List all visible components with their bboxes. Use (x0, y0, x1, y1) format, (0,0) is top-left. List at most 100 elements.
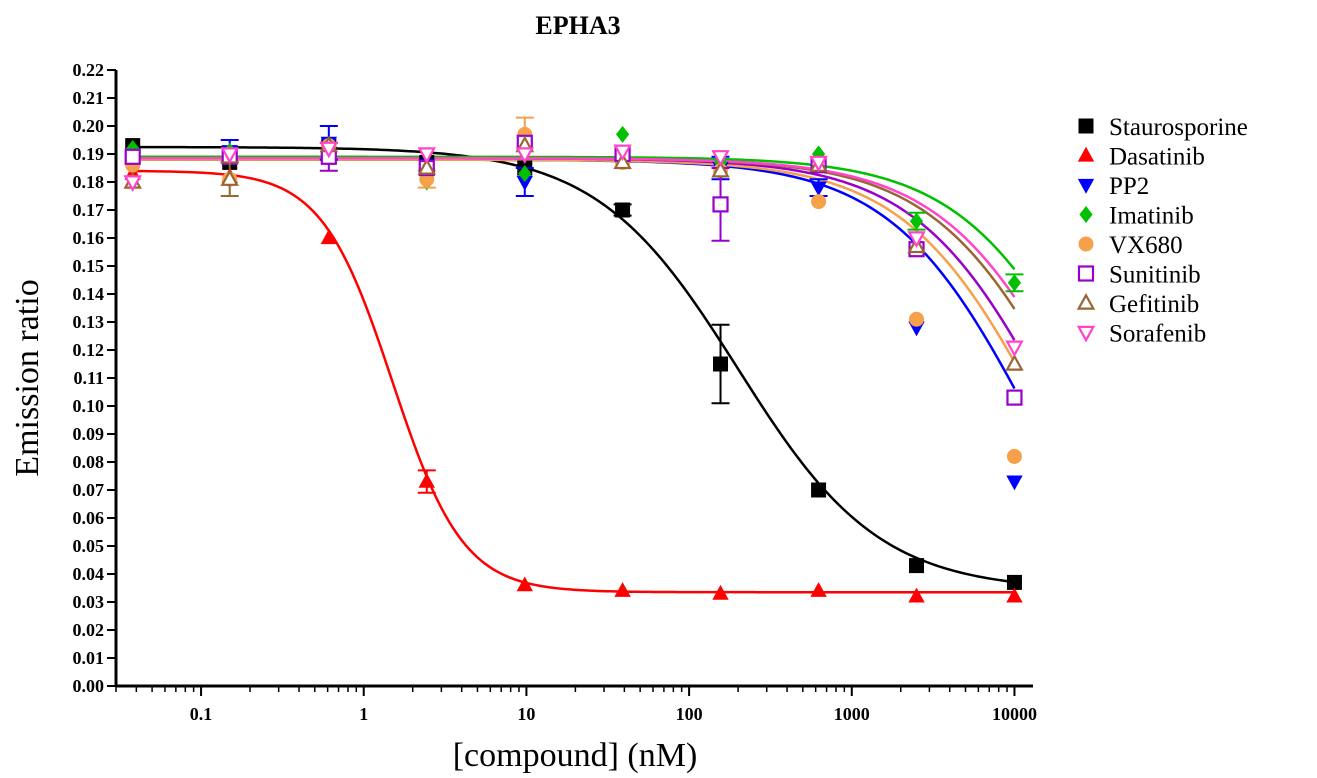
y-tick-label: 0.06 (73, 508, 105, 528)
legend-label-gefitinib: Gefitinib (1109, 291, 1199, 318)
y-tick-label: 0.01 (73, 648, 105, 668)
data-point-imatinib (1007, 274, 1022, 292)
data-point-gefitinib (417, 158, 436, 175)
y-tick-label: 0.17 (73, 200, 105, 220)
fit-curve-pp2 (132, 158, 1016, 390)
legend-label-sunitinib: Sunitinib (1109, 262, 1201, 289)
x-tick-label: 1 (359, 704, 368, 724)
x-tick-label: 0.1 (190, 704, 213, 724)
legend-label-staurosporine: Staurosporine (1109, 114, 1248, 141)
data-point-staurosporine (811, 482, 827, 498)
data-point-dasatinib (418, 472, 435, 488)
y-tick-label: 0.22 (73, 60, 105, 80)
x-tick-label: 10 (517, 704, 535, 724)
data-point-gefitinib (711, 160, 730, 178)
fit-curve-vx680 (132, 158, 1016, 363)
legend-marker-imatinib (1079, 205, 1093, 224)
chart-title: EPHA3 (535, 11, 620, 40)
x-ticks: 0.1 1 10 100 1000 10000 (115, 686, 1037, 724)
y-tick-label: 0.21 (73, 88, 105, 108)
y-tick-label: 0.04 (73, 564, 105, 584)
data-point-vx680 (909, 311, 925, 327)
data-point-sunitinib (712, 196, 729, 213)
fit-curves (132, 145, 1016, 594)
data-point-sorafenib (123, 175, 142, 192)
fit-curve-sorafenib (132, 156, 1016, 298)
data-point-dasatinib (320, 229, 338, 245)
y-axis-title: Emission ratio (9, 279, 46, 476)
x-tick-label: 100 (676, 704, 703, 724)
data-point-vx680 (1006, 448, 1022, 464)
data-point-sorafenib (711, 150, 730, 167)
y-tick-label: 0.13 (73, 312, 105, 332)
y-tick-label: 0.08 (73, 452, 105, 472)
legend-label-vx680: VX680 (1109, 232, 1183, 259)
legend-marker-vx680 (1078, 236, 1094, 252)
y-tick-label: 0.07 (73, 480, 105, 500)
data-point-sorafenib (907, 231, 926, 248)
data-point-sorafenib (417, 147, 436, 164)
data-point-staurosporine (615, 202, 631, 218)
data-point-dasatinib (1006, 587, 1023, 603)
data-points (123, 116, 1024, 603)
data-point-sorafenib (515, 147, 534, 164)
fit-curve-dasatinib (132, 169, 1015, 594)
data-point-gefitinib (1005, 354, 1024, 371)
data-point-imatinib (518, 165, 532, 183)
data-point-pp2 (810, 181, 827, 197)
y-tick-label: 0.14 (73, 284, 105, 304)
data-point-staurosporine (713, 356, 729, 372)
data-point-staurosporine (1006, 574, 1022, 590)
data-point-imatinib (615, 125, 630, 143)
data-point-sunitinib (124, 148, 141, 165)
data-point-sorafenib (319, 141, 339, 159)
axes (114, 70, 1033, 688)
legend-label-pp2: PP2 (1109, 173, 1149, 200)
x-tick-label: 10000 (992, 704, 1037, 724)
data-point-dasatinib (908, 587, 925, 603)
data-point-sorafenib (220, 147, 239, 164)
data-point-dasatinib (810, 582, 827, 597)
data-point-dasatinib (712, 584, 729, 600)
legend-marker-gefitinib (1076, 293, 1096, 310)
data-point-pp2 (1006, 475, 1023, 491)
data-point-sorafenib (809, 155, 828, 173)
x-tick-label: 1000 (834, 704, 870, 724)
y-tick-label: 0.18 (73, 172, 105, 192)
data-point-gefitinib (613, 152, 632, 170)
y-tick-label: 0.15 (73, 256, 105, 276)
y-tick-label: 0.05 (73, 536, 105, 556)
legend-marker-pp2 (1077, 178, 1095, 194)
legend-label-sorafenib: Sorafenib (1109, 321, 1206, 348)
data-point-sunitinib (1006, 389, 1023, 406)
y-tick-label: 0.19 (73, 144, 105, 164)
legend-marker-sorafenib (1076, 325, 1096, 343)
y-tick-label: 0.20 (73, 116, 105, 136)
legend-label-dasatinib: Dasatinib (1109, 144, 1205, 171)
legend-marker-dasatinib (1077, 146, 1095, 162)
data-point-sorafenib (1005, 340, 1024, 358)
x-axis-title: [compound] (nM) (453, 737, 698, 774)
legend-label-imatinib: Imatinib (1109, 203, 1194, 230)
data-point-sorafenib (613, 144, 632, 162)
legend-marker-staurosporine (1078, 118, 1094, 134)
y-ticks: 0.00 0.01 0.02 0.03 0.04 0.05 0.06 0.07 0.08 0.09… (73, 60, 116, 696)
data-point-dasatinib (516, 576, 533, 592)
y-tick-label: 0.16 (73, 228, 105, 248)
y-tick-label: 0.10 (73, 396, 105, 416)
y-tick-label: 0.09 (73, 424, 105, 444)
data-point-gefitinib (220, 169, 239, 186)
y-tick-label: 0.03 (73, 592, 105, 612)
data-point-staurosporine (909, 558, 925, 574)
data-point-vx680 (811, 194, 827, 210)
y-tick-label: 0.11 (73, 368, 104, 388)
fit-curve-staurosporine (132, 145, 1015, 584)
fit-curve-imatinib (132, 155, 1016, 271)
y-tick-label: 0.02 (73, 620, 105, 640)
y-tick-label: 0.12 (73, 340, 105, 360)
y-tick-label: 0.00 (73, 676, 105, 696)
legend-marker-sunitinib (1077, 265, 1095, 282)
data-point-dasatinib (614, 582, 631, 597)
